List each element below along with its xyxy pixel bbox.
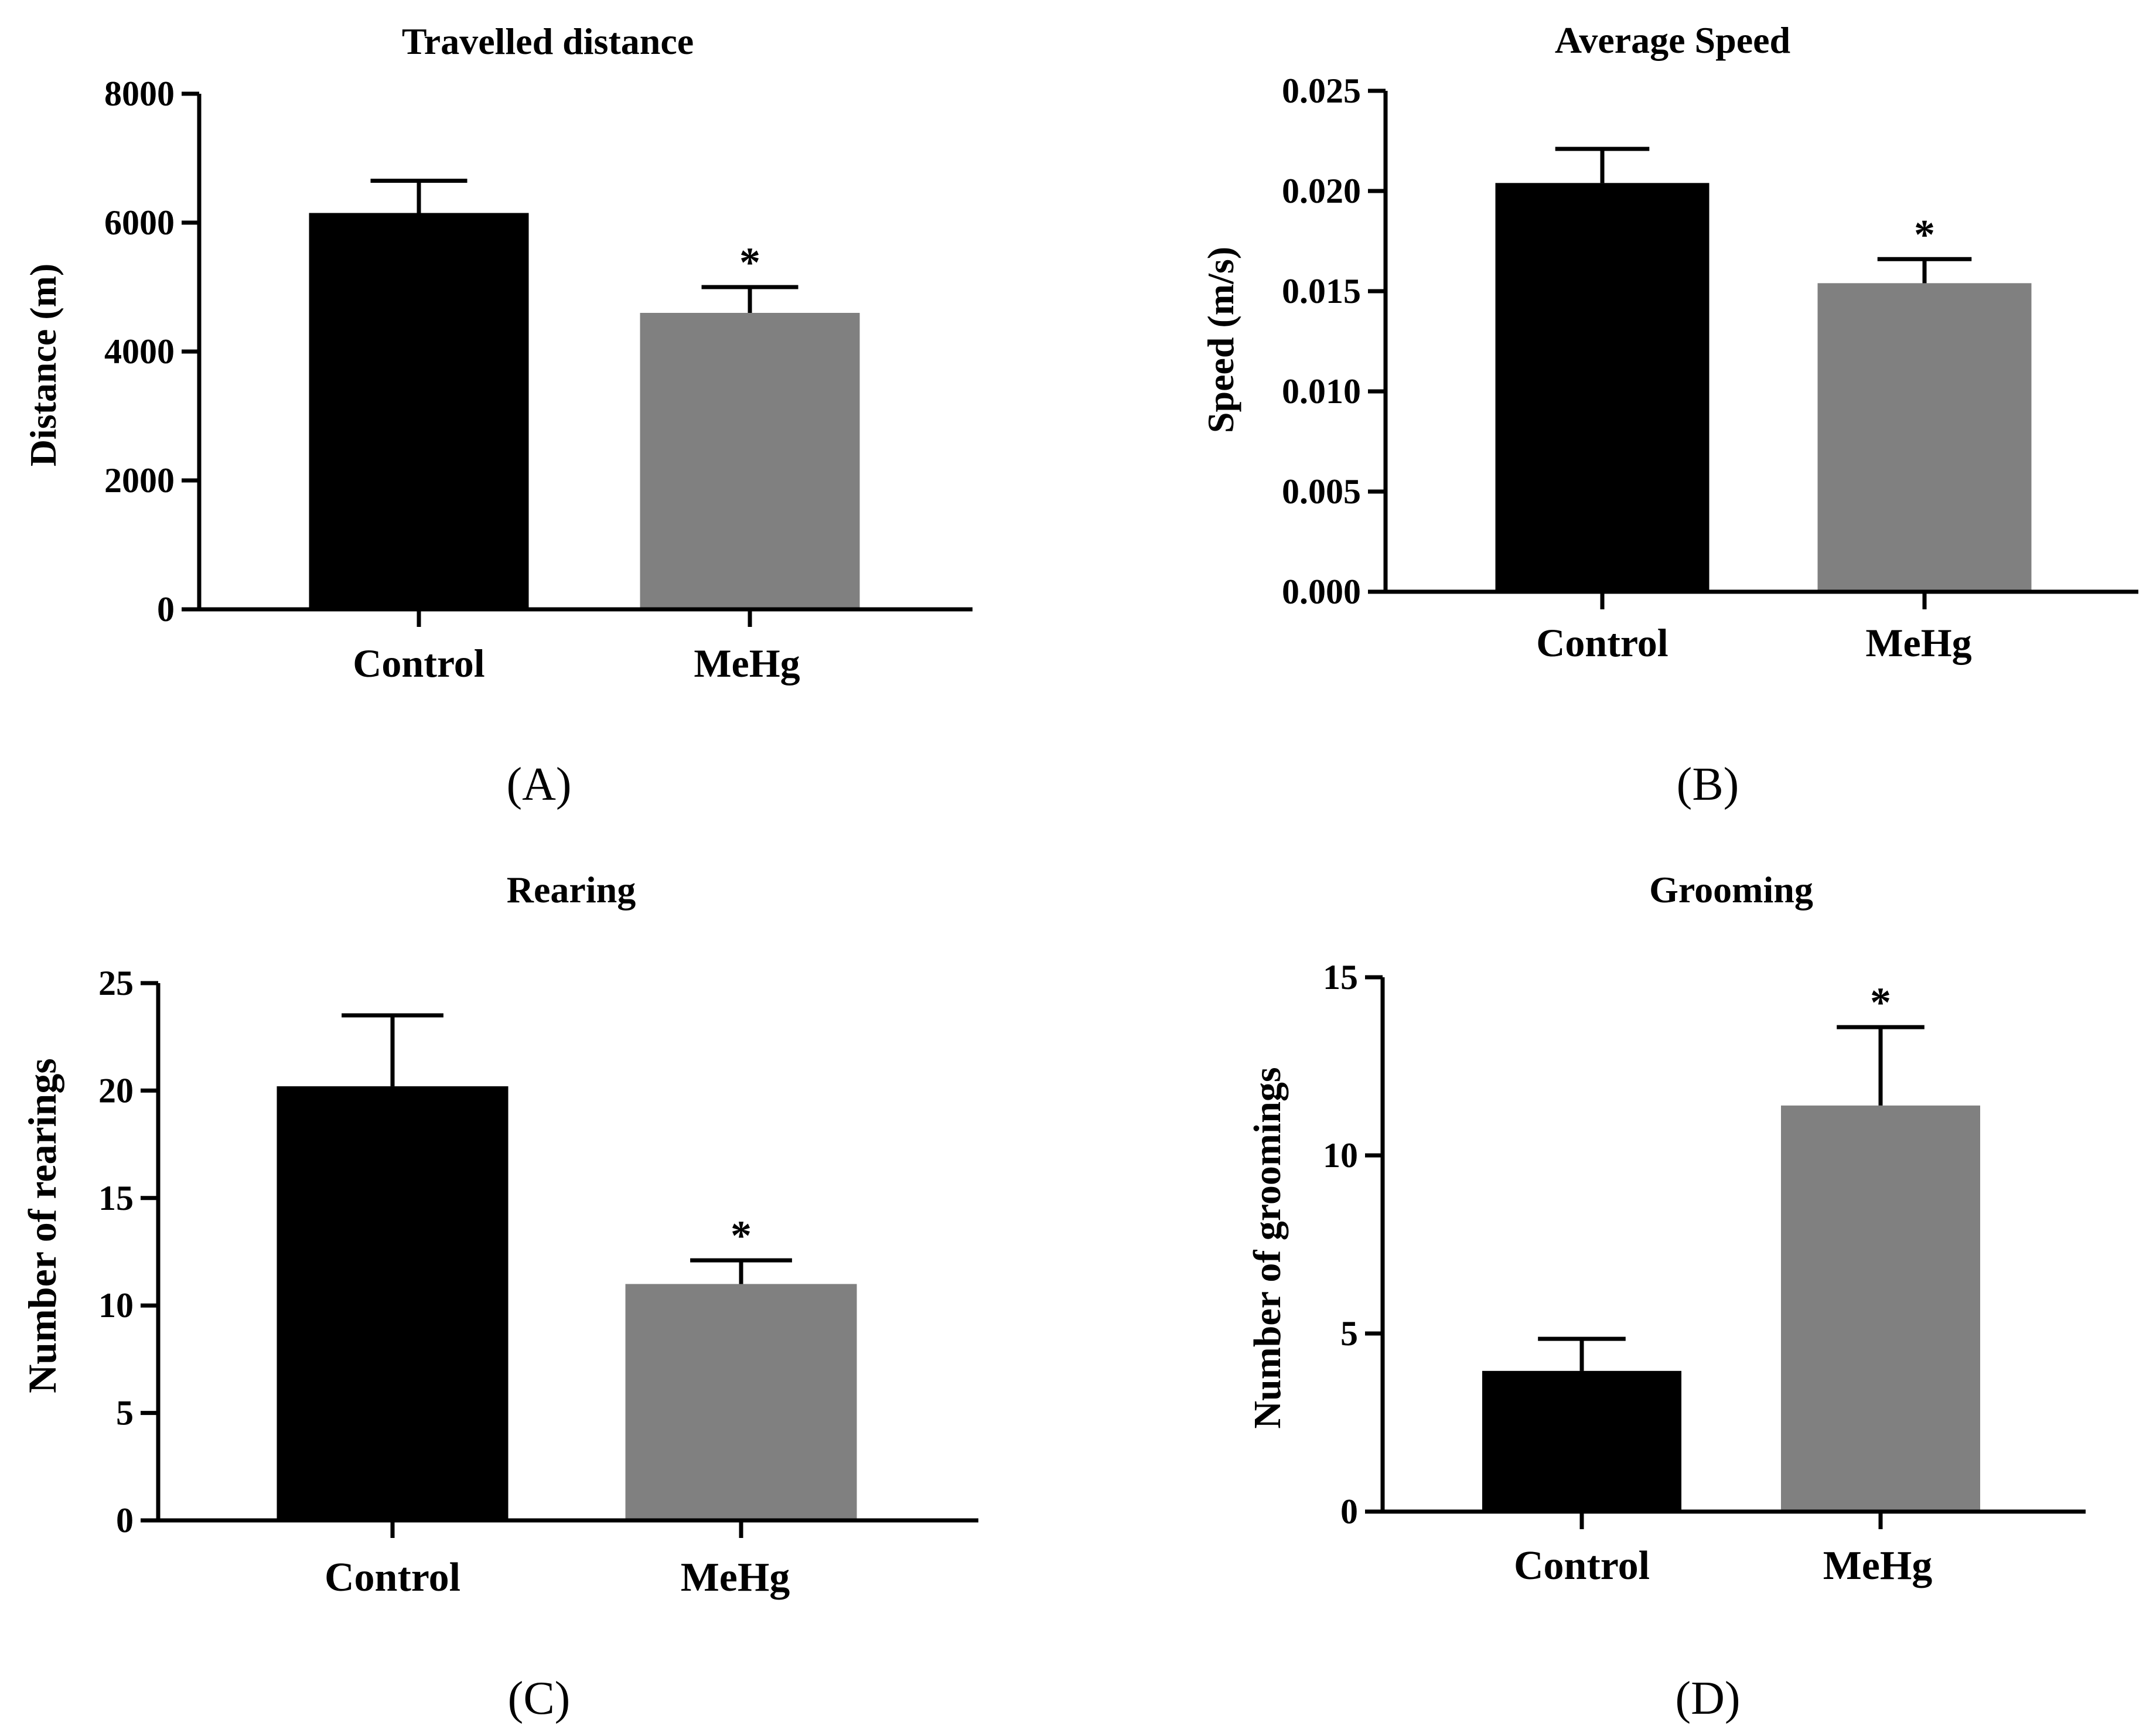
chart-c-bar-mehg <box>625 1284 857 1520</box>
chart-a-category-mehg: MeHg <box>694 641 800 685</box>
chart-b-ylabel: Speed (m/s) <box>1200 247 1241 433</box>
panel-a: Travelled distance Distance (m) * 0 2000 40… <box>22 21 973 810</box>
chart-c-ytick-label: 0 <box>116 1501 134 1540</box>
chart-c-ylabel: Number of rearings <box>20 1058 64 1393</box>
chart-a-ytick-label: 0 <box>157 590 175 629</box>
chart-b-ytick-label: 0.015 <box>1282 272 1361 311</box>
chart-d-ylabel: Number of groomings <box>1246 1067 1289 1428</box>
chart-b-ytick-label: 0.005 <box>1282 472 1361 511</box>
chart-b-category-mehg: MeHg <box>1865 620 1971 665</box>
chart-a-ytick-label: 8000 <box>104 74 175 113</box>
chart-a-title: Travelled distance <box>402 21 694 62</box>
chart-b-ytick-label: 0.020 <box>1282 172 1361 210</box>
chart-d-ytick-label: 15 <box>1323 958 1358 997</box>
chart-d-category-mehg: MeHg <box>1823 1543 1933 1588</box>
chart-c-title: Rearing <box>507 869 636 910</box>
chart-c-ytick-label: 10 <box>98 1286 134 1325</box>
chart-a-category-control: Control <box>353 641 484 685</box>
chart-b-panel-label: (B) <box>1677 759 1739 810</box>
chart-b-significance-marker: * <box>1914 211 1935 258</box>
chart-a-bar-mehg <box>640 313 860 609</box>
chart-a-ytick-label: 6000 <box>104 203 175 242</box>
chart-c-plot: * 0 5 10 15 20 25 <box>98 964 978 1540</box>
chart-c-significance-marker: * <box>731 1212 752 1259</box>
panel-d: Grooming Number of groomings * 0 5 10 15 Con… <box>1246 869 2086 1724</box>
chart-d-bar-mehg <box>1781 1105 1980 1512</box>
chart-b-ytick-label: 0.025 <box>1282 71 1361 110</box>
chart-d-ytick-label: 0 <box>1340 1492 1358 1531</box>
chart-d-significance-marker: * <box>1870 979 1891 1026</box>
chart-c-ytick-label: 5 <box>116 1394 134 1433</box>
chart-a-plot: * 0 2000 4000 6000 8000 <box>104 74 973 629</box>
chart-d-bar-control <box>1482 1370 1681 1512</box>
chart-a-panel-label: (A) <box>506 759 571 810</box>
chart-a-ytick-label: 4000 <box>104 332 175 371</box>
chart-b-bar-control <box>1495 183 1710 592</box>
chart-c-bar-control <box>277 1086 509 1520</box>
chart-a-bar-control <box>309 213 529 609</box>
chart-a-significance-marker: * <box>739 239 760 286</box>
chart-b-plot: * 0.000 0.005 0.010 0.015 0.020 0.025 <box>1282 71 2138 611</box>
chart-b-ytick-label: 0.000 <box>1282 572 1361 611</box>
chart-b-bar-mehg <box>1817 283 2032 592</box>
chart-c-panel-label: (C) <box>508 1673 571 1724</box>
chart-a-ytick-label: 2000 <box>104 461 175 500</box>
chart-b-ytick-label: 0.010 <box>1282 372 1361 411</box>
panel-b: Average Speed Speed (m/s) * 0.000 0.005 0.0… <box>1200 19 2138 810</box>
chart-b-category-control: Control <box>1536 620 1668 665</box>
chart-d-title: Grooming <box>1649 869 1813 910</box>
chart-c-ytick-label: 25 <box>98 964 134 1002</box>
chart-d-plot: * 0 5 10 15 <box>1323 958 2086 1531</box>
chart-d-panel-label: (D) <box>1675 1673 1740 1724</box>
chart-c-category-mehg: MeHg <box>681 1555 790 1600</box>
chart-d-ytick-label: 5 <box>1340 1314 1358 1353</box>
chart-c-category-control: Control <box>325 1555 460 1600</box>
chart-d-ytick-label: 10 <box>1323 1136 1358 1175</box>
chart-c-ytick-label: 20 <box>98 1071 134 1110</box>
chart-c-ytick-label: 15 <box>98 1179 134 1217</box>
chart-a-ylabel: Distance (m) <box>22 264 64 467</box>
chart-b-title: Average Speed <box>1555 19 1790 61</box>
chart-d-category-control: Control <box>1514 1543 1650 1588</box>
panel-c: Rearing Number of rearings * 0 5 10 15 20 25 C… <box>20 869 978 1724</box>
